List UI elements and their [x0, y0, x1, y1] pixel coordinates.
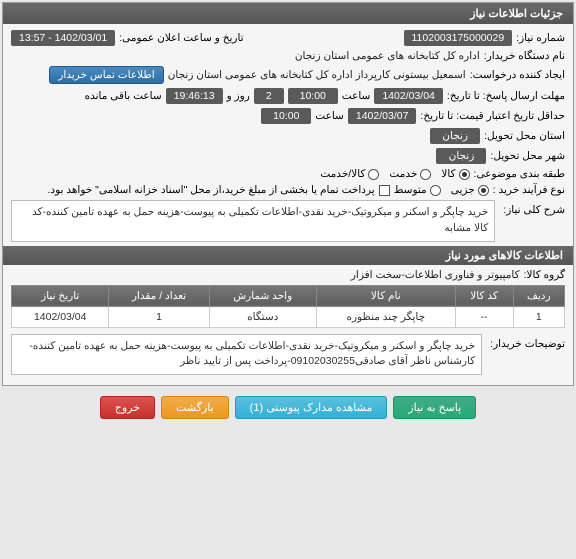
requester-value: اسمعیل بیستونی کارپرداز اداره کل کتابخان…: [168, 69, 466, 81]
exit-button[interactable]: خروج: [100, 396, 155, 419]
radio-service-label: خدمت: [389, 168, 417, 180]
radio-goods-service[interactable]: [368, 169, 379, 180]
table-header-row: ردیف کد کالا نام کالا واحد شمارش تعداد /…: [12, 285, 565, 306]
payment-checkbox[interactable]: [379, 185, 390, 196]
th-name: نام کالا: [316, 285, 455, 306]
respond-button[interactable]: پاسخ به نیاز: [393, 396, 476, 419]
panel-body: شماره نیاز: 1102003175000029 تاریخ و ساع…: [3, 24, 573, 385]
category-label: طبقه بندی موضوعی:: [474, 168, 565, 180]
city-value: زنجان: [436, 148, 486, 164]
radio-mid-label: متوسط: [394, 184, 427, 196]
process-label: نوع فرآیند خرید :: [493, 184, 565, 196]
need-desc-label: شرح کلی نیاز:: [503, 200, 565, 216]
time-label-2: ساعت: [315, 110, 344, 122]
th-idx: ردیف: [513, 285, 564, 306]
goods-info-header: اطلاعات کالاهای مورد نیاز: [3, 246, 573, 265]
deadline-time: 10:00: [288, 88, 338, 104]
remaining-suffix: ساعت باقی مانده: [85, 90, 162, 102]
day-and-label: روز و: [227, 90, 250, 102]
th-date: تاریخ نیاز: [12, 285, 109, 306]
category-radio-group: کالا خدمت کالا/خدمت: [320, 168, 469, 180]
buyer-note-label: توضیحات خریدار:: [490, 334, 565, 350]
process-radio-group: جزیی متوسط: [394, 184, 489, 196]
contact-buyer-button[interactable]: اطلاعات تماس خریدار: [49, 66, 163, 84]
cell-unit: دستگاه: [209, 306, 316, 327]
cell-name: چاپگر چند منظوره: [316, 306, 455, 327]
announce-value: 1402/03/01 - 13:57: [11, 30, 115, 46]
deadline-label: مهلت ارسال پاسخ: تا تاریخ:: [447, 90, 565, 102]
goods-group-value: کامپیوتر و فناوری اطلاعات-سخت افزار: [351, 269, 520, 281]
details-panel: جزئیات اطلاعات نیاز شماره نیاز: 11020031…: [2, 2, 574, 386]
back-button[interactable]: بازگشت: [161, 396, 229, 419]
need-desc-value: خرید چاپگر و اسکنر و میکروتیک-خرید نقدی-…: [11, 200, 495, 242]
radio-goods-label: کالا: [441, 168, 455, 180]
goods-table: ردیف کد کالا نام کالا واحد شمارش تعداد /…: [11, 285, 565, 328]
radio-low[interactable]: [478, 185, 489, 196]
remaining-days: 2: [254, 88, 284, 104]
cell-qty: 1: [109, 306, 209, 327]
radio-goods-service-label: کالا/خدمت: [320, 168, 365, 180]
th-code: کد کالا: [455, 285, 513, 306]
payment-note: پرداخت تمام یا بخشی از مبلغ خرید،از محل …: [48, 184, 375, 196]
validity-time: 10:00: [261, 108, 311, 124]
cell-code: --: [455, 306, 513, 327]
buyer-note-value: خرید چاپگر و اسکنر و میکروتیک-خرید نقدی-…: [11, 334, 482, 376]
requester-label: ایجاد کننده درخواست:: [470, 69, 565, 81]
radio-low-label: جزیی: [451, 184, 475, 196]
buyer-org-label: نام دستگاه خریدار:: [484, 50, 565, 62]
radio-goods[interactable]: [459, 169, 470, 180]
need-number-value: 1102003175000029: [404, 30, 513, 46]
province-value: زنجان: [430, 128, 480, 144]
validity-label: حداقل تاریخ اعتبار قیمت: تا تاریخ:: [420, 110, 565, 122]
panel-title: جزئیات اطلاعات نیاز: [3, 3, 573, 24]
cell-date: 1402/03/04: [12, 306, 109, 327]
attachments-button[interactable]: مشاهده مدارک پیوستی (1): [235, 396, 388, 419]
radio-mid[interactable]: [430, 185, 441, 196]
validity-date: 1402/03/07: [348, 108, 417, 124]
table-row[interactable]: 1 -- چاپگر چند منظوره دستگاه 1 1402/03/0…: [12, 306, 565, 327]
th-unit: واحد شمارش: [209, 285, 316, 306]
footer-buttons: پاسخ به نیاز مشاهده مدارک پیوستی (1) باز…: [0, 388, 576, 427]
goods-group-label: گروه کالا:: [524, 269, 565, 281]
need-number-label: شماره نیاز:: [516, 32, 565, 44]
announce-label: تاریخ و ساعت اعلان عمومی:: [119, 32, 243, 44]
th-qty: تعداد / مقدار: [109, 285, 209, 306]
deadline-date: 1402/03/04: [374, 88, 443, 104]
city-label: شهر محل تحویل:: [490, 150, 565, 162]
radio-service[interactable]: [420, 169, 431, 180]
buyer-org-value: اداره کل کتابخانه های عمومی استان زنجان: [295, 50, 480, 62]
cell-idx: 1: [513, 306, 564, 327]
province-label: استان محل تحویل:: [484, 130, 565, 142]
time-label-1: ساعت: [342, 90, 371, 102]
remaining-time: 19:46:13: [166, 88, 223, 104]
